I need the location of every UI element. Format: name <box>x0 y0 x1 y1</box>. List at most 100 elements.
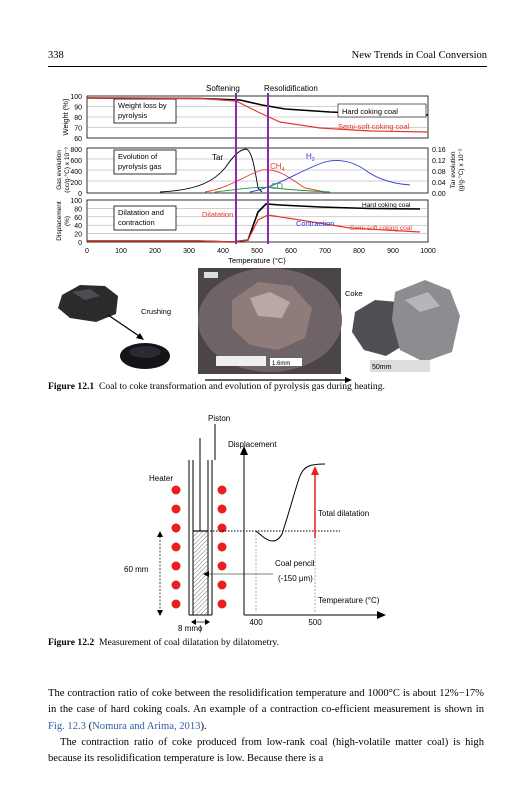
weight-tick: 70 <box>74 126 82 133</box>
gas-box-label-1: Evolution of <box>118 152 158 161</box>
running-title: New Trends in Coal Conversion <box>351 50 487 61</box>
heater-elements <box>171 485 227 609</box>
coke-photo: 50mm <box>352 280 460 372</box>
tar-ylabel-1: Tar evolution <box>450 151 457 188</box>
resolidification-label: Resolidification <box>264 84 318 93</box>
x-tick: 500 <box>251 248 263 255</box>
crushed-coal-photo <box>120 343 170 369</box>
dilatation-panel: 100 80 60 40 20 0 Displacement (%) Dilat… <box>56 198 429 247</box>
dil-tick: 60 <box>74 215 82 222</box>
x-tick: 700 <box>319 248 331 255</box>
tar-tick: 0.04 <box>432 180 446 187</box>
weight-box-label-1: Weight loss by <box>118 101 167 110</box>
x-tick: 800 <box>353 248 365 255</box>
body-text: The contraction ratio of coke between th… <box>48 686 484 767</box>
tar-tick: 0.00 <box>432 191 446 198</box>
gas-tick: 600 <box>70 158 82 165</box>
dil-tick: 0 <box>78 240 82 247</box>
h2-series <box>249 160 411 193</box>
dil-tick: 80 <box>74 206 82 213</box>
ch4-label: CH4 <box>270 162 285 173</box>
coal-pencil-sample <box>193 531 208 615</box>
weight-panel: 100 90 80 70 60 Weight (%) Weight loss b… <box>61 94 429 143</box>
coal-pencil-label-2: (-150 μm) <box>278 574 313 583</box>
height-dimension: 60 mm <box>124 531 163 616</box>
coal-lump-photo <box>58 285 118 322</box>
x-label: Temperature (°C) <box>228 256 286 265</box>
x-500-label: 500 <box>308 618 322 627</box>
crushing-arrow <box>107 314 143 339</box>
dil-box-label-1: Dilatation and <box>118 208 164 217</box>
x-tick: 400 <box>217 248 229 255</box>
total-dilatation-label: Total dilatation <box>318 509 369 518</box>
dil-hard-label: Hard coking coal <box>362 202 411 209</box>
width-label: 8 mmϕ <box>178 624 203 633</box>
tar-ylabel-2: (g/g·°C) x 10⁻² <box>457 148 465 191</box>
weight-tick: 80 <box>74 115 82 122</box>
x-tick: 100 <box>115 248 127 255</box>
paragraph-2: The contraction ratio of coke produced f… <box>48 736 484 765</box>
dilatometer-tube <box>188 438 213 616</box>
gas-tick: 400 <box>70 169 82 176</box>
weight-semi-label: Semi-soft coking coal <box>338 122 410 131</box>
scale-small-label: 1.6mm <box>272 361 290 367</box>
dilatation-curve <box>255 463 326 542</box>
tar-label: Tar <box>212 153 223 162</box>
coal-pencil-label-1: Coal pencil <box>275 559 315 568</box>
h2-label: H2 <box>306 152 315 163</box>
gas-ylabel-1: Gas evolution <box>56 150 63 190</box>
x-tick: 900 <box>387 248 399 255</box>
figure-12-1-caption-label: Figure 12.1 <box>48 381 95 392</box>
weight-hard-label: Hard coking coal <box>342 107 398 116</box>
temperature-label: Temperature (°C) <box>318 596 380 605</box>
dil-tick: 40 <box>74 223 82 230</box>
x-tick: 200 <box>149 248 161 255</box>
piston-label: Piston <box>208 414 230 423</box>
tar-tick: 0.12 <box>432 158 446 165</box>
gas-ylabel-2: (cc/g·°C) x 10⁻³ <box>63 146 71 192</box>
gas-panel: 800 600 400 200 0 0.16 0.12 0.08 0.04 0.… <box>56 146 465 198</box>
citation-link[interactable]: Nomura and Arima, 2013 <box>92 720 201 732</box>
coke-label: Coke <box>345 289 363 298</box>
header-rule <box>48 66 487 67</box>
x-tick: 600 <box>285 248 297 255</box>
weight-tick: 90 <box>74 105 82 112</box>
co-label: CO <box>271 182 283 191</box>
ch4-series <box>204 169 326 193</box>
dilatation-graph: Total dilatation Coal pencil (-150 μm) T… <box>201 446 386 627</box>
weight-tick: 100 <box>70 94 82 101</box>
dil-ylabel-2: (%) <box>64 216 71 226</box>
width-dimension: 8 mmϕ <box>178 619 210 633</box>
tar-tick: 0.16 <box>432 147 446 154</box>
scale-large-label: 50mm <box>372 364 392 371</box>
height-label: 60 mm <box>124 565 149 574</box>
x-tick: 300 <box>183 248 195 255</box>
dil-box-label-2: contraction <box>118 218 155 227</box>
gas-box-label-2: pyrolysis gas <box>118 162 162 171</box>
figure-12-2-caption: Figure 12.2 Measurement of coal dilatati… <box>48 637 488 649</box>
x-400-label: 400 <box>249 618 263 627</box>
x-tick: 1000 <box>420 248 436 255</box>
gas-tick: 0 <box>78 191 82 198</box>
weight-ylabel: Weight (%) <box>61 98 70 135</box>
x-axis: 0 100 200 300 400 500 600 700 800 900 10… <box>85 248 436 265</box>
figure-reference-link[interactable]: Fig. 12.3 <box>48 720 86 732</box>
dilatation-label: Dilatation <box>202 210 233 219</box>
weight-box-label-2: pyrolysis <box>118 111 147 120</box>
paragraph-1: The contraction ratio of coke between th… <box>48 688 484 732</box>
microscope-photo: 1.6mm <box>198 268 342 374</box>
tar-tick: 0.08 <box>432 169 446 176</box>
dil-tick: 20 <box>74 232 82 239</box>
dil-ylabel-1: Displacement <box>56 201 63 241</box>
displacement-label: Displacement <box>228 440 277 449</box>
contraction-label: Contraction <box>296 219 334 228</box>
running-header: 338 New Trends in Coal Conversion <box>48 50 487 66</box>
dil-semi-label: Semi-soft coking coal <box>350 225 412 232</box>
figure-12-1-caption-text: Coal to coke transformation and evolutio… <box>99 381 385 392</box>
heater-label: Heater <box>149 474 173 483</box>
dil-tick: 100 <box>70 198 82 205</box>
figure-12-1-caption: Figure 12.1 Coal to coke transformation … <box>48 381 488 393</box>
page-number: 338 <box>48 50 64 61</box>
